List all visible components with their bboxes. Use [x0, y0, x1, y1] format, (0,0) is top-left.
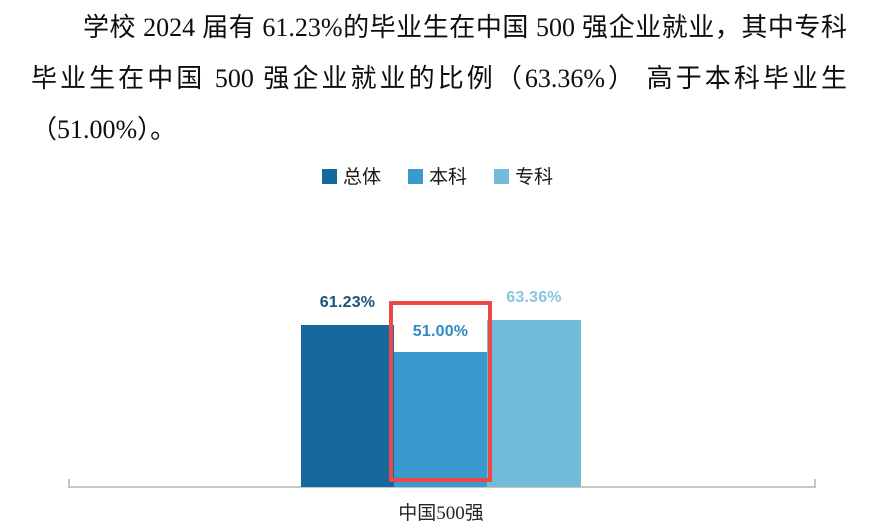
legend-item-zhuanke: 专科	[494, 162, 553, 189]
legend-swatch-icon	[321, 168, 337, 184]
bar-总体	[301, 325, 394, 487]
paragraph-line-3: （51.00%）。	[31, 115, 177, 144]
paragraph-line-1: 学校 2024 届有 61.23%的毕业生在中国 500 强企业就业，其中专科	[83, 13, 847, 42]
x-axis-tick-right	[814, 479, 816, 488]
legend-item-benke: 本科	[407, 162, 467, 189]
legend-label: 总体	[342, 167, 381, 188]
legend-swatch-icon	[407, 168, 423, 184]
bar-专科	[487, 320, 581, 487]
bar-value-label-总体: 61.23%	[319, 294, 376, 311]
bar-本科	[394, 352, 487, 487]
body-text: 学校 2024 届有 61.23%的毕业生在中国 500 强企业就业，其中专科 …	[31, 2, 847, 155]
chart-legend: 总体 本科 专科	[0, 162, 875, 189]
legend-swatch-icon	[494, 168, 509, 184]
x-axis-tick-left	[68, 479, 70, 488]
bar-value-label-专科: 63.36%	[506, 289, 562, 306]
bar-value-label-本科: 51.00%	[412, 323, 469, 340]
legend-item-total: 总体	[321, 162, 381, 189]
legend-label: 本科	[428, 167, 467, 188]
paragraph-line-2: 毕业生在中国 500 强企业就业的比例（63.36%） 高于本科毕业生	[31, 64, 847, 93]
highlight-rectangle	[389, 301, 492, 482]
x-axis-category-label: 中国500强	[398, 503, 484, 524]
x-axis-line	[68, 486, 816, 488]
legend-label: 专科	[515, 167, 554, 188]
